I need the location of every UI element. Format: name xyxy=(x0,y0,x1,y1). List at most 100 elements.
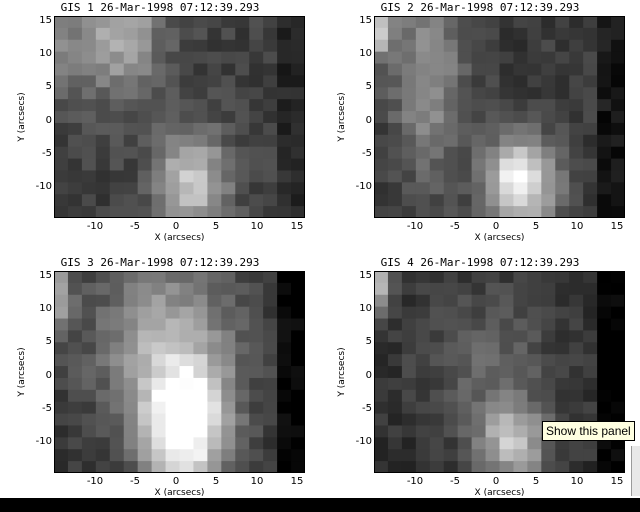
image-pixel xyxy=(569,282,584,296)
image-pixel xyxy=(485,401,501,415)
image-pixel xyxy=(291,51,305,65)
panel-gis-3[interactable]: GIS 3 26-Mar-1998 07:12:39.293 -10 -5 0 … xyxy=(0,255,320,505)
image-pixel xyxy=(443,318,459,332)
image-pixel xyxy=(569,366,584,379)
image-pixel xyxy=(513,366,528,379)
image-pixel xyxy=(291,99,305,112)
panel-gis-1[interactable]: GIS 1 26-Mar-1998 07:12:39.293 -10 -5 0 … xyxy=(0,0,320,250)
image-pixel xyxy=(541,318,556,332)
image-pixel xyxy=(429,342,445,355)
image-pixel xyxy=(555,51,570,65)
image-pixel xyxy=(583,401,598,415)
image-pixel xyxy=(95,366,111,379)
image-pixel xyxy=(291,401,305,415)
image-pixel xyxy=(109,63,125,77)
image-pixel xyxy=(137,461,153,473)
image-pixel xyxy=(527,318,542,332)
y-tick-label: 15 xyxy=(359,270,372,281)
image-pixel xyxy=(151,99,167,112)
image-pixel xyxy=(527,366,542,379)
image-pixel xyxy=(235,206,250,218)
image-pixel xyxy=(457,39,473,53)
intensity-image[interactable] xyxy=(374,16,625,218)
image-pixel xyxy=(541,449,556,462)
image-pixel xyxy=(81,437,97,450)
image-pixel xyxy=(415,377,431,391)
image-pixel xyxy=(429,306,445,320)
image-pixel xyxy=(401,294,417,308)
image-pixel xyxy=(67,366,83,379)
image-pixel xyxy=(555,389,570,403)
image-pixel xyxy=(179,413,195,427)
image-pixel xyxy=(81,111,97,124)
image-pixel xyxy=(443,87,459,100)
image-pixel xyxy=(179,158,195,172)
image-pixel xyxy=(583,194,598,207)
image-pixel xyxy=(485,437,501,450)
image-pixel xyxy=(137,146,153,160)
image-pixel xyxy=(485,63,501,77)
image-pixel xyxy=(193,194,208,207)
image-pixel xyxy=(221,206,236,218)
image-pixel xyxy=(457,134,473,148)
image-pixel xyxy=(457,425,473,438)
image-pixel xyxy=(443,425,459,438)
panel-gis-2[interactable]: GIS 2 26-Mar-1998 07:12:39.293 -10 -5 0 … xyxy=(320,0,640,250)
image-pixel xyxy=(109,377,125,391)
image-pixel xyxy=(81,63,97,77)
image-pixel xyxy=(597,306,612,320)
image-pixel xyxy=(541,182,556,195)
intensity-image[interactable] xyxy=(374,271,625,473)
image-pixel xyxy=(235,306,250,320)
image-pixel xyxy=(387,194,403,207)
image-pixel xyxy=(263,461,278,473)
image-pixel xyxy=(401,75,417,88)
image-pixel xyxy=(179,63,195,77)
image-pixel xyxy=(277,206,292,218)
image-pixel xyxy=(555,146,570,160)
scrollbar[interactable] xyxy=(631,446,640,496)
panel-gis-4[interactable]: GIS 4 26-Mar-1998 07:12:39.293 -10 -5 0 … xyxy=(320,255,640,505)
image-pixel xyxy=(457,99,473,112)
image-pixel xyxy=(485,75,501,88)
image-pixel xyxy=(401,401,417,415)
image-pixel xyxy=(109,122,125,136)
image-pixel xyxy=(137,182,153,195)
y-tick-label: 0 xyxy=(45,370,52,381)
image-pixel xyxy=(597,366,612,379)
image-pixel xyxy=(277,461,292,473)
image-pixel xyxy=(81,27,97,41)
image-pixel xyxy=(123,87,139,100)
image-pixel xyxy=(374,87,389,100)
image-pixel xyxy=(277,111,292,124)
image-pixel xyxy=(443,206,459,218)
image-pixel xyxy=(263,170,278,183)
image-pixel xyxy=(54,146,69,160)
intensity-image[interactable] xyxy=(54,16,305,218)
x-axis-label: X (arcsecs) xyxy=(154,233,205,243)
image-pixel xyxy=(193,158,208,172)
image-pixel xyxy=(597,134,612,148)
image-pixel xyxy=(109,461,125,473)
image-pixel xyxy=(499,318,515,332)
image-pixel xyxy=(277,306,292,320)
image-pixel xyxy=(611,271,625,284)
image-pixel xyxy=(207,158,222,172)
intensity-image[interactable] xyxy=(54,271,305,473)
image-pixel xyxy=(374,449,389,462)
image-pixel xyxy=(457,318,473,332)
image-pixel xyxy=(207,16,222,29)
image-pixel xyxy=(249,330,264,343)
image-pixel xyxy=(235,461,250,473)
image-pixel xyxy=(54,449,69,462)
image-pixel xyxy=(165,389,181,403)
image-pixel xyxy=(415,330,431,343)
image-pixel xyxy=(207,330,222,343)
image-pixel xyxy=(67,87,83,100)
image-pixel xyxy=(81,389,97,403)
image-pixel xyxy=(569,377,584,391)
image-pixel xyxy=(277,330,292,343)
image-pixel xyxy=(555,271,570,284)
image-pixel xyxy=(235,122,250,136)
image-pixel xyxy=(513,134,528,148)
